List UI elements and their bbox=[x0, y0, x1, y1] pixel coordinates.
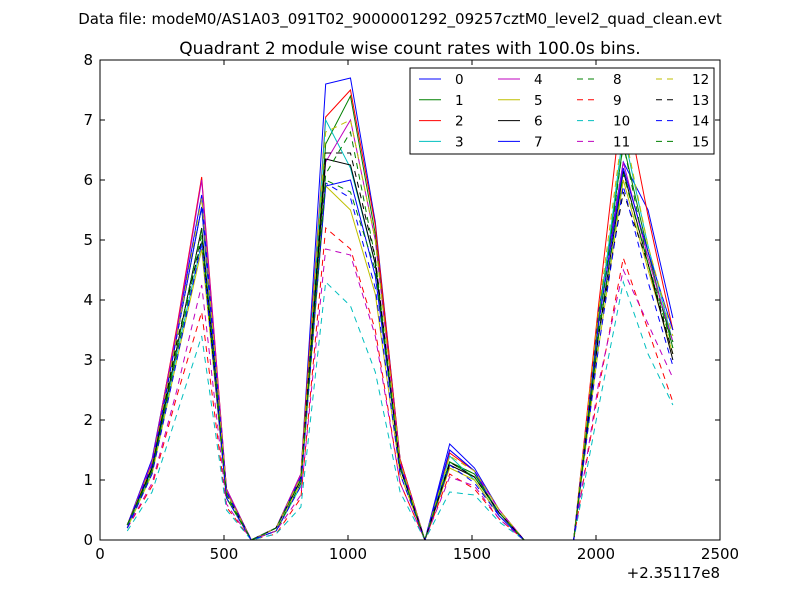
legend-label-6: 6 bbox=[534, 114, 543, 130]
legend-label-15: 15 bbox=[692, 134, 709, 150]
series-line-12 bbox=[126, 119, 674, 540]
legend-label-9: 9 bbox=[613, 93, 622, 109]
legend-label-3: 3 bbox=[455, 134, 464, 150]
legend-label-8: 8 bbox=[613, 72, 622, 88]
legend-label-14: 14 bbox=[692, 114, 709, 130]
y-tick-label: 4 bbox=[83, 291, 93, 309]
series-line-14 bbox=[126, 182, 674, 540]
series-line-3 bbox=[126, 118, 674, 540]
legend-label-5: 5 bbox=[534, 93, 543, 109]
legend-label-0: 0 bbox=[455, 72, 464, 88]
x-tick-label: 2000 bbox=[577, 545, 615, 563]
series-line-5 bbox=[126, 179, 674, 540]
x-tick-label: 500 bbox=[210, 545, 239, 563]
series-line-9 bbox=[126, 226, 674, 540]
legend-label-2: 2 bbox=[455, 114, 464, 130]
x-tick-label: 1500 bbox=[453, 545, 491, 563]
legend-label-13: 13 bbox=[692, 93, 709, 109]
legend-label-7: 7 bbox=[534, 134, 543, 150]
series-line-15 bbox=[126, 173, 674, 540]
series-line-4 bbox=[126, 118, 674, 540]
chart-title: Quadrant 2 module wise count rates with … bbox=[179, 39, 640, 59]
x-tick-label: 1000 bbox=[329, 545, 367, 563]
legend-frame bbox=[409, 67, 715, 155]
legend-label-4: 4 bbox=[534, 72, 543, 88]
y-tick-label: 7 bbox=[83, 111, 93, 129]
legend-label-1: 1 bbox=[455, 93, 464, 109]
data-file-suptitle: Data file: modeM0/AS1A03_091T02_90000012… bbox=[78, 10, 722, 29]
x-tick-label: 2500 bbox=[701, 545, 739, 563]
legend-label-10: 10 bbox=[613, 114, 630, 130]
y-tick-label: 1 bbox=[83, 471, 93, 489]
y-tick-label: 3 bbox=[83, 351, 93, 369]
y-tick-label: 8 bbox=[83, 51, 93, 69]
y-tick-label: 5 bbox=[83, 231, 93, 249]
series-line-8 bbox=[126, 130, 674, 540]
y-tick-label: 0 bbox=[83, 531, 93, 549]
series-layer bbox=[126, 77, 674, 540]
legend-label-12: 12 bbox=[692, 72, 709, 88]
legend-label-11: 11 bbox=[613, 134, 630, 150]
x-tick-label: 0 bbox=[95, 545, 105, 563]
series-line-10 bbox=[126, 280, 674, 540]
y-tick-label: 2 bbox=[83, 411, 93, 429]
y-tick-label: 6 bbox=[83, 171, 93, 189]
x-axis-offset-label: +2.35117e8 bbox=[627, 564, 720, 582]
